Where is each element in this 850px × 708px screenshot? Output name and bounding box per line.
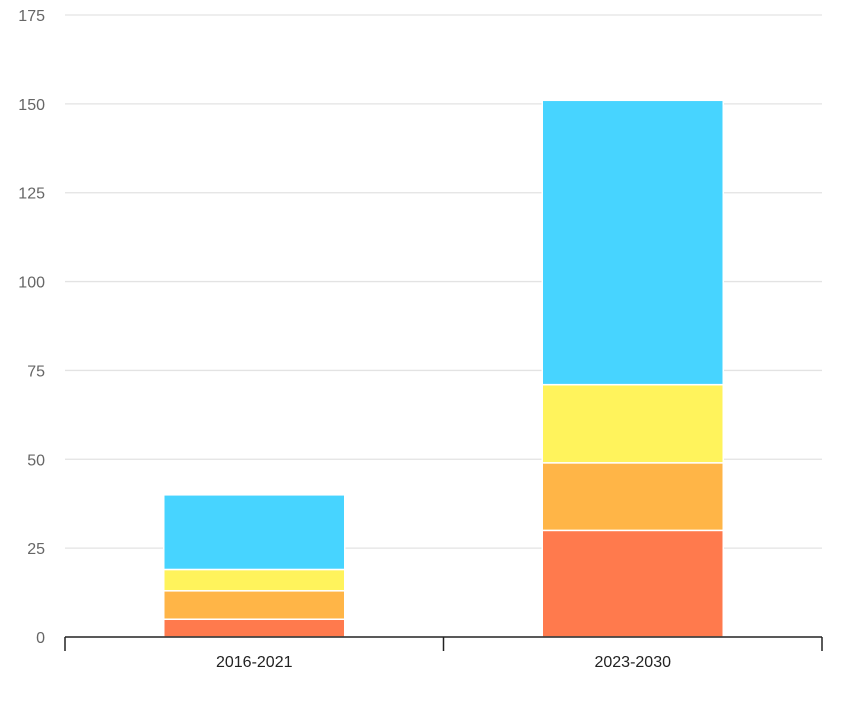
y-tick-label: 150 [18,97,45,114]
bar-segment [163,590,346,620]
bar-segment [541,99,724,386]
bar-segment [541,383,724,464]
x-axis: 2016-2021 2023-2030 [64,636,823,671]
y-tick-label: 25 [27,541,45,558]
x-tick-label: 2016-2021 [216,654,293,671]
gridlines [65,14,822,549]
bar-segment [163,618,346,638]
bar-segment [541,462,724,532]
y-tick-label: 0 [36,630,45,647]
x-tick-label: 2023-2030 [594,654,671,671]
bars [163,99,724,638]
bar-segment [163,568,346,592]
y-tick-label: 125 [18,186,45,203]
y-axis: 0 25 50 75 100 125 150 175 [18,8,45,647]
bar-segment [541,529,724,638]
y-tick-label: 75 [27,363,45,380]
y-tick-label: 175 [18,8,45,25]
y-tick-label: 50 [27,452,45,469]
y-tick-label: 100 [18,275,45,292]
bar-segment [163,494,346,571]
